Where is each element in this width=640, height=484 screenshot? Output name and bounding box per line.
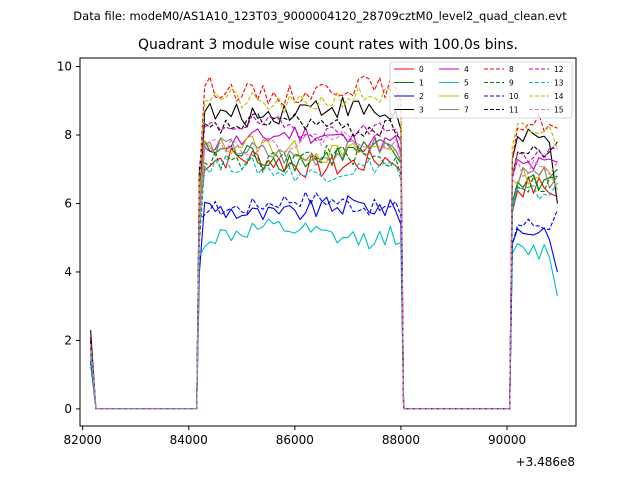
series-line-1 [90, 139, 558, 410]
series-line-12 [90, 114, 558, 410]
y-tick-label: 0 [64, 402, 72, 416]
y-tick-label: 6 [64, 196, 72, 210]
series-line-15 [90, 130, 558, 410]
x-tick-label: 88000 [382, 433, 420, 447]
legend-label-5: 5 [464, 79, 469, 88]
x-offset-label: +3.486e8 [516, 455, 575, 469]
y-tick-label: 10 [57, 60, 72, 74]
y-tick-label: 8 [64, 128, 72, 142]
series-line-3 [90, 96, 558, 410]
legend-label-3: 3 [419, 106, 424, 115]
legend-label-11: 11 [509, 106, 519, 115]
x-tick-label: 90000 [488, 433, 526, 447]
series-line-10 [90, 191, 558, 410]
legend-label-2: 2 [419, 92, 424, 101]
series-line-0 [90, 147, 558, 410]
series-line-4 [90, 126, 558, 410]
legend-label-9: 9 [509, 79, 514, 88]
series-line-6 [90, 135, 558, 410]
chart-title: Quadrant 3 module wise count rates with … [138, 37, 518, 53]
legend-label-10: 10 [509, 92, 519, 101]
y-tick-label: 4 [64, 265, 72, 279]
series-group [90, 75, 558, 410]
legend-label-6: 6 [464, 92, 469, 101]
plot-frame [79, 57, 577, 427]
legend-label-8: 8 [509, 65, 514, 74]
plot-area [90, 75, 558, 410]
series-line-2 [90, 195, 558, 410]
y-tick-label: 2 [64, 333, 72, 347]
x-tick-label: 82000 [64, 433, 102, 447]
x-tick-label: 86000 [276, 433, 314, 447]
legend-box [389, 61, 573, 119]
legend-label-13: 13 [554, 79, 564, 88]
legend-label-1: 1 [419, 79, 424, 88]
legend-label-4: 4 [464, 65, 469, 74]
legend-label-7: 7 [464, 106, 469, 115]
chart-suptitle: Data file: modeM0/AS1A10_123T03_90000041… [73, 9, 567, 23]
legend-label-15: 15 [554, 106, 564, 115]
x-tick-label: 84000 [170, 433, 208, 447]
series-line-9 [90, 144, 558, 410]
legend-label-12: 12 [554, 65, 564, 74]
series-line-13 [90, 155, 558, 410]
series-line-5 [90, 218, 558, 410]
legend-label-0: 0 [419, 65, 424, 74]
series-line-8 [90, 75, 558, 410]
legend-label-14: 14 [554, 92, 564, 101]
